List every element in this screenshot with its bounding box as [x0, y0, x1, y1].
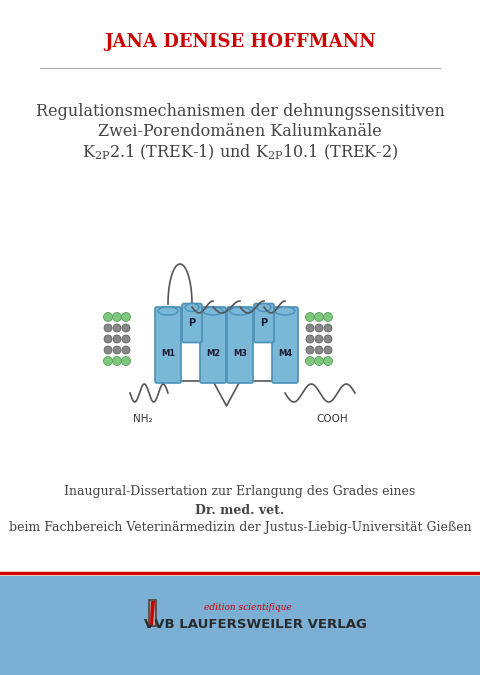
Text: M3: M3	[233, 348, 247, 358]
Circle shape	[122, 335, 130, 343]
Circle shape	[306, 324, 314, 332]
FancyBboxPatch shape	[200, 307, 226, 383]
Circle shape	[122, 346, 130, 354]
Ellipse shape	[158, 307, 178, 315]
Circle shape	[314, 313, 324, 321]
Ellipse shape	[230, 307, 250, 315]
Circle shape	[104, 335, 112, 343]
Circle shape	[112, 313, 121, 321]
Circle shape	[121, 356, 131, 365]
Text: COOH: COOH	[316, 414, 348, 424]
Text: NH₂: NH₂	[133, 414, 153, 424]
Circle shape	[122, 357, 130, 365]
Text: Zwei-Porendomänen Kaliumkanäle: Zwei-Porendomänen Kaliumkanäle	[98, 124, 382, 140]
Text: Dr. med. vet.: Dr. med. vet.	[195, 504, 285, 516]
Circle shape	[104, 313, 112, 321]
FancyBboxPatch shape	[155, 307, 181, 383]
Circle shape	[324, 357, 332, 365]
Circle shape	[315, 346, 323, 354]
Bar	[0, 576, 480, 675]
Circle shape	[113, 335, 121, 343]
Text: M1: M1	[161, 348, 175, 358]
Circle shape	[306, 313, 314, 321]
Ellipse shape	[257, 304, 271, 311]
Text: JANA DENISE HOFFMANN: JANA DENISE HOFFMANN	[104, 33, 376, 51]
Circle shape	[104, 356, 112, 365]
Text: $\mathregular{K_{2P}}$2.1 (TREK-1) und $\mathregular{K_{2P}}$10.1 (TREK-2): $\mathregular{K_{2P}}$2.1 (TREK-1) und $…	[82, 142, 398, 162]
Circle shape	[112, 356, 121, 365]
Circle shape	[122, 324, 130, 332]
Circle shape	[314, 356, 324, 365]
Circle shape	[315, 357, 323, 365]
Polygon shape	[150, 601, 155, 625]
Circle shape	[324, 313, 332, 321]
Circle shape	[315, 313, 323, 321]
FancyBboxPatch shape	[272, 307, 298, 383]
Text: P: P	[261, 318, 267, 328]
Ellipse shape	[275, 307, 295, 315]
Circle shape	[324, 346, 332, 354]
Bar	[148, 599, 157, 627]
Circle shape	[113, 313, 121, 321]
Text: P: P	[189, 318, 195, 328]
Circle shape	[113, 346, 121, 354]
Circle shape	[104, 357, 112, 365]
FancyBboxPatch shape	[182, 304, 202, 342]
Circle shape	[306, 357, 314, 365]
Bar	[150, 601, 155, 625]
Ellipse shape	[185, 304, 199, 311]
Circle shape	[324, 324, 332, 332]
Circle shape	[104, 313, 112, 321]
Circle shape	[324, 335, 332, 343]
Circle shape	[324, 356, 333, 365]
Text: VVB LAUFERSWEILER VERLAG: VVB LAUFERSWEILER VERLAG	[144, 618, 366, 632]
Circle shape	[315, 335, 323, 343]
FancyBboxPatch shape	[227, 307, 253, 383]
Circle shape	[113, 324, 121, 332]
Circle shape	[305, 356, 314, 365]
Ellipse shape	[203, 307, 223, 315]
Circle shape	[104, 324, 112, 332]
Circle shape	[305, 313, 314, 321]
Text: beim Fachbereich Veterinärmedizin der Justus-Liebig-Universität Gießen: beim Fachbereich Veterinärmedizin der Ju…	[9, 522, 471, 535]
Circle shape	[324, 313, 333, 321]
Circle shape	[121, 313, 131, 321]
Circle shape	[113, 357, 121, 365]
Circle shape	[104, 346, 112, 354]
Circle shape	[306, 346, 314, 354]
Circle shape	[122, 313, 130, 321]
Circle shape	[315, 324, 323, 332]
Text: Regulationsmechanismen der dehnungssensitiven: Regulationsmechanismen der dehnungssensi…	[36, 103, 444, 121]
Text: M2: M2	[206, 348, 220, 358]
Circle shape	[306, 335, 314, 343]
FancyBboxPatch shape	[254, 304, 274, 342]
Text: edition scientifique: edition scientifique	[204, 603, 292, 612]
Text: Inaugural-Dissertation zur Erlangung des Grades eines: Inaugural-Dissertation zur Erlangung des…	[64, 485, 416, 499]
Text: M4: M4	[278, 348, 292, 358]
